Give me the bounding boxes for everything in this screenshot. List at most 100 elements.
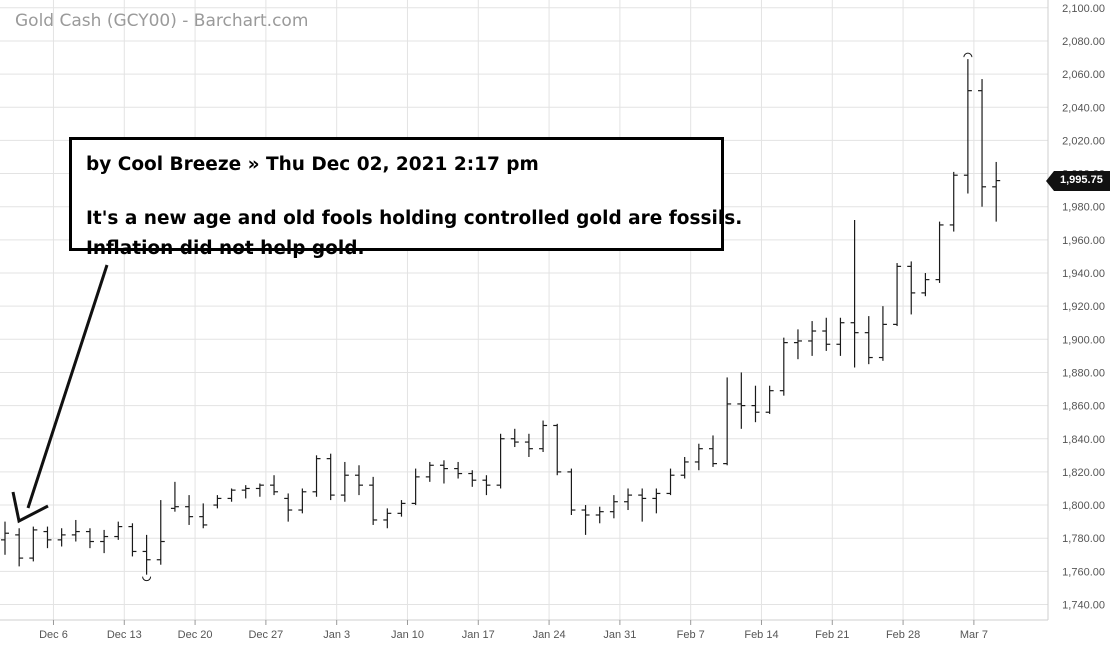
high-marker	[963, 52, 973, 58]
y-tick-label: 1,740.00	[1062, 600, 1105, 612]
ohlc-bar	[255, 483, 264, 497]
ohlc-bar	[57, 528, 66, 547]
y-tick-label: 1,900.00	[1062, 334, 1105, 346]
ohlc-bar	[638, 488, 647, 522]
ohlc-bar	[369, 476, 378, 525]
y-tick-label: 1,820.00	[1062, 467, 1105, 479]
ohlc-bar	[808, 321, 817, 356]
ohlc-bar	[170, 481, 179, 512]
ohlc-bar	[595, 506, 604, 524]
ohlc-bar	[340, 461, 349, 502]
ohlc-bar	[921, 273, 930, 297]
y-tick-label: 2,040.00	[1062, 102, 1105, 114]
x-tick-label: Jan 3	[323, 629, 350, 641]
x-tick-label: Feb 21	[815, 629, 849, 641]
y-tick-label: 2,100.00	[1062, 3, 1105, 15]
ohlc-bar	[652, 488, 661, 514]
ohlc-bar	[609, 495, 618, 519]
x-tick-label: Dec 13	[107, 629, 142, 641]
ohlc-bar	[949, 171, 958, 232]
grid-lines	[0, 0, 1049, 621]
y-tick-label: 1,980.00	[1062, 202, 1105, 214]
quote-line-2: Inflation did not help gold.	[86, 238, 365, 259]
ohlc-bar	[822, 317, 831, 351]
ohlc-bar	[241, 485, 250, 499]
ohlc-bar	[425, 461, 434, 482]
ohlc-bar	[355, 465, 363, 496]
quote-line-1: It's a new age and old fools holding con…	[86, 208, 743, 229]
low-marker	[142, 576, 152, 582]
x-tick-label: Jan 31	[603, 629, 636, 641]
ohlc-bar	[978, 79, 987, 207]
y-tick-label: 1,920.00	[1062, 301, 1105, 313]
ohlc-bar	[482, 475, 491, 496]
ohlc-bar	[284, 493, 293, 522]
y-tick-label: 1,960.00	[1062, 235, 1105, 247]
ohlc-bar	[312, 455, 321, 497]
ohlc-bar	[411, 468, 420, 506]
ohlc-bar	[227, 488, 236, 502]
ohlc-bar	[723, 377, 732, 466]
price-bars	[1, 52, 1001, 582]
last-price-label: 1,995.75	[1060, 173, 1103, 186]
ohlc-bar	[567, 468, 576, 515]
ohlc-bar	[71, 519, 80, 542]
ohlc-bar	[510, 428, 519, 448]
last-price-tag: 1,995.75	[1046, 170, 1110, 191]
y-axis: 1,740.00 1,760.00 1,780.00 1,800.00 1,820.00…	[1062, 3, 1105, 612]
ohlc-bar	[963, 59, 972, 194]
ohlc-bar	[454, 461, 463, 479]
ohlc-bar	[581, 505, 590, 535]
ohlc-bar	[439, 460, 448, 484]
y-tick-label: 2,020.00	[1062, 135, 1105, 147]
ohlc-bar	[907, 261, 916, 315]
ohlc-bar	[737, 372, 746, 429]
x-tick-label: Feb 28	[886, 629, 920, 641]
ohlc-bar	[666, 468, 675, 496]
y-tick-label: 1,760.00	[1062, 566, 1105, 578]
ohlc-bar	[539, 420, 548, 453]
ohlc-bar	[156, 500, 165, 565]
ohlc-bar	[680, 456, 689, 479]
y-tick-label: 1,780.00	[1062, 533, 1105, 545]
ohlc-bar	[992, 161, 1001, 222]
ohlc-bar	[326, 453, 335, 501]
ohlc-bar	[836, 317, 845, 356]
y-tick-label: 1,800.00	[1062, 500, 1105, 512]
x-tick-label: Dec 6	[39, 629, 68, 641]
x-tick-label: Jan 24	[533, 629, 566, 641]
ohlc-bar	[878, 306, 887, 361]
ohlc-bar	[779, 337, 788, 396]
ohlc-bar	[793, 329, 802, 360]
ohlc-bar	[213, 495, 222, 509]
x-tick-label: Dec 20	[178, 629, 213, 641]
ohlc-bar	[185, 495, 194, 525]
ohlc-bar	[524, 433, 533, 457]
y-tick-label: 2,080.00	[1062, 36, 1105, 48]
annotation-arrow	[11, 264, 109, 524]
x-tick-label: Jan 10	[391, 629, 424, 641]
ohlc-bar	[850, 219, 859, 368]
x-axis: Dec 6 Dec 13 Dec 20 Dec 27 Jan 3 Jan 10 Jan 17…	[39, 620, 988, 641]
quote-box: by Cool Breeze » Thu Dec 02, 2021 2:17 p…	[69, 137, 743, 259]
y-tick-label: 2,060.00	[1062, 69, 1105, 81]
ohlc-bar	[199, 503, 208, 529]
ohlc-bar	[100, 529, 109, 554]
y-tick-label: 1,840.00	[1062, 434, 1105, 446]
ohlc-bar	[1, 521, 9, 555]
ohlc-bar	[383, 508, 392, 529]
ohlc-bar	[765, 385, 774, 414]
x-tick-label: Dec 27	[248, 629, 283, 641]
ohlc-bar	[624, 488, 633, 511]
ohlc-bar	[15, 528, 24, 567]
ohlc-bar	[85, 528, 94, 549]
y-tick-label: 1,880.00	[1062, 367, 1105, 379]
x-tick-label: Feb 14	[744, 629, 778, 641]
chart-title: Gold Cash (GCY00) - Barchart.com	[15, 11, 309, 31]
ohlc-bar	[114, 521, 123, 540]
ohlc-bar	[43, 526, 52, 549]
ohlc-bar	[270, 475, 279, 496]
x-tick-label: Jan 17	[462, 629, 495, 641]
ohlc-bar	[864, 316, 873, 365]
